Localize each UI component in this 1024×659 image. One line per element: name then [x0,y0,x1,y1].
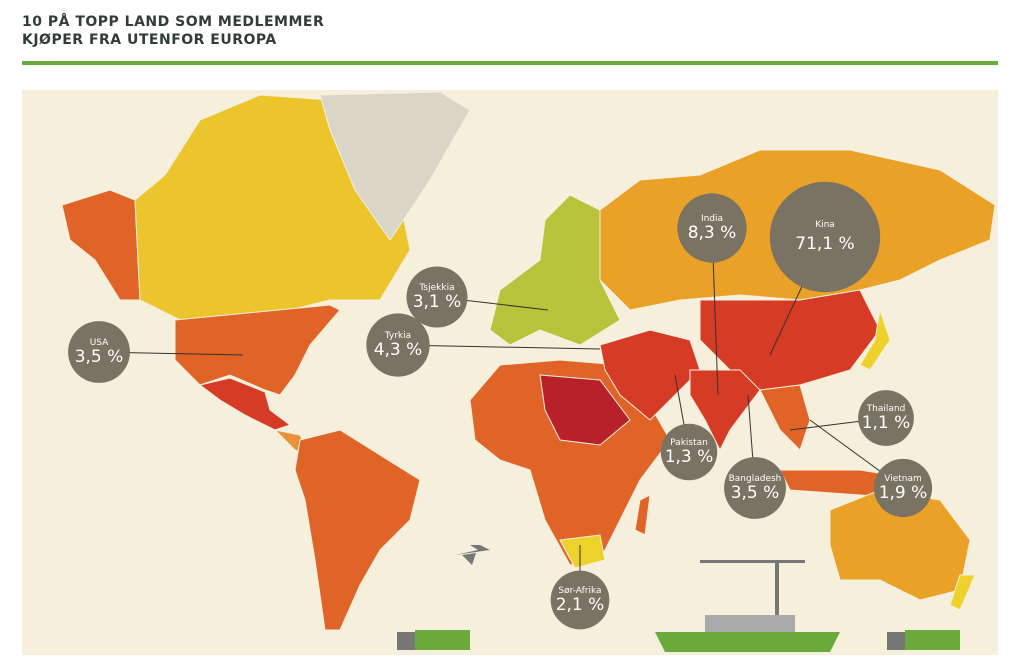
bubble [366,313,430,377]
crane-arm [700,560,805,563]
bubble [550,570,610,630]
share-label: 4,3 % [374,340,423,360]
bubble [724,457,786,519]
bubble [68,321,130,383]
share-label: 3,1 % [413,292,462,312]
land [689,369,761,452]
share-label: 2,1 % [556,595,605,615]
country-name: Thailand [866,404,906,414]
country-name: Vietnam [884,474,922,484]
land [61,91,996,631]
land [61,189,141,301]
title-line: KJØPER FRA UTENFOR EUROPA [22,32,277,48]
truck [905,630,960,650]
leader-line [397,344,601,350]
country-name: Pakistan [670,438,708,448]
land [859,309,891,371]
land [759,384,811,451]
country-name: Tsjekkia [418,283,454,293]
truck [415,630,470,650]
country-name: Tyrkia [384,331,411,341]
country-name: Sør-Afrika [558,586,601,596]
title-line: 10 PÅ TOPP LAND SOM MEDLEMMER [22,13,324,30]
country-name: Bangladesh [729,474,782,484]
land [634,494,651,536]
decorations [397,545,960,652]
crane [775,560,779,615]
land [539,374,631,446]
share-label: 3,5 % [731,483,780,503]
country-name: USA [90,338,109,348]
land [319,91,471,241]
share-label: 1,9 % [879,483,928,503]
bubble [858,390,914,446]
country-name: India [701,214,723,224]
divider [22,61,998,65]
land [294,429,421,631]
bubble [660,423,718,481]
land [699,289,881,391]
bubble [873,458,933,518]
share-label: 8,3 % [688,223,737,243]
country-name: Kina [815,220,835,230]
land [599,329,701,421]
bubble [677,193,747,263]
bubble [769,181,881,293]
share-label: 1,3 % [665,447,714,467]
land [559,534,606,569]
truck-cab [887,632,905,650]
land [949,574,976,611]
share-label: 1,1 % [862,413,911,433]
containers [705,615,795,632]
bubble [406,266,468,328]
airplane [455,545,490,565]
ship [655,632,840,652]
land [198,377,292,431]
truck-cab [397,632,415,650]
share-label: 3,5 % [75,347,124,367]
land [174,304,341,396]
share-label: 71,1 % [795,234,854,254]
